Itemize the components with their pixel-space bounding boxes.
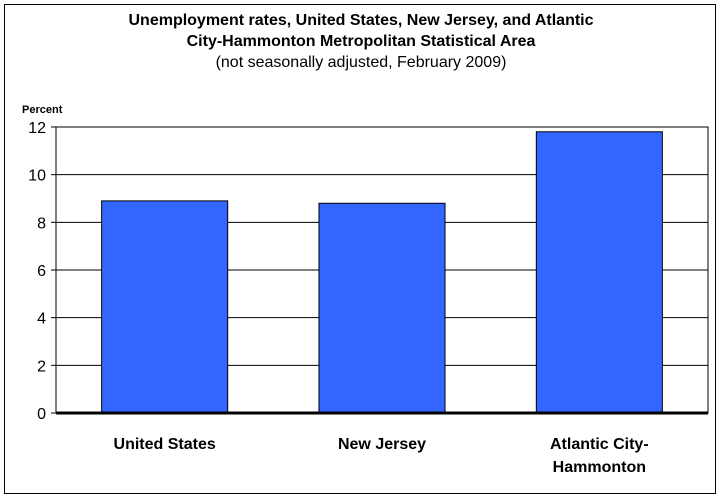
x-tick-label: Atlantic City- xyxy=(550,436,649,453)
y-axis-label: Percent xyxy=(22,104,63,116)
chart-title-line-1: Unemployment rates, United States, New J… xyxy=(128,12,594,29)
y-tick-label: 8 xyxy=(37,215,46,232)
chart-title-line-2: City-Hammonton Metropolitan Statistical … xyxy=(186,33,536,50)
chart-subtitle: (not seasonally adjusted, February 2009) xyxy=(215,54,507,71)
y-tick-label: 2 xyxy=(37,358,46,375)
bar-1 xyxy=(318,202,446,414)
x-tick-label: Hammonton xyxy=(553,459,646,476)
bar-0 xyxy=(101,200,229,414)
y-tick-label: 10 xyxy=(28,168,46,185)
y-tick-label: 0 xyxy=(37,406,46,423)
x-tick-label: New Jersey xyxy=(338,436,426,453)
chart-title: Unemployment rates, United States, New J… xyxy=(0,10,722,73)
y-tick-label: 4 xyxy=(37,311,46,328)
y-tick-label: 12 xyxy=(28,120,46,137)
x-tick-label: United States xyxy=(114,436,216,453)
bar-2 xyxy=(535,131,663,414)
y-tick-label: 6 xyxy=(37,263,46,280)
